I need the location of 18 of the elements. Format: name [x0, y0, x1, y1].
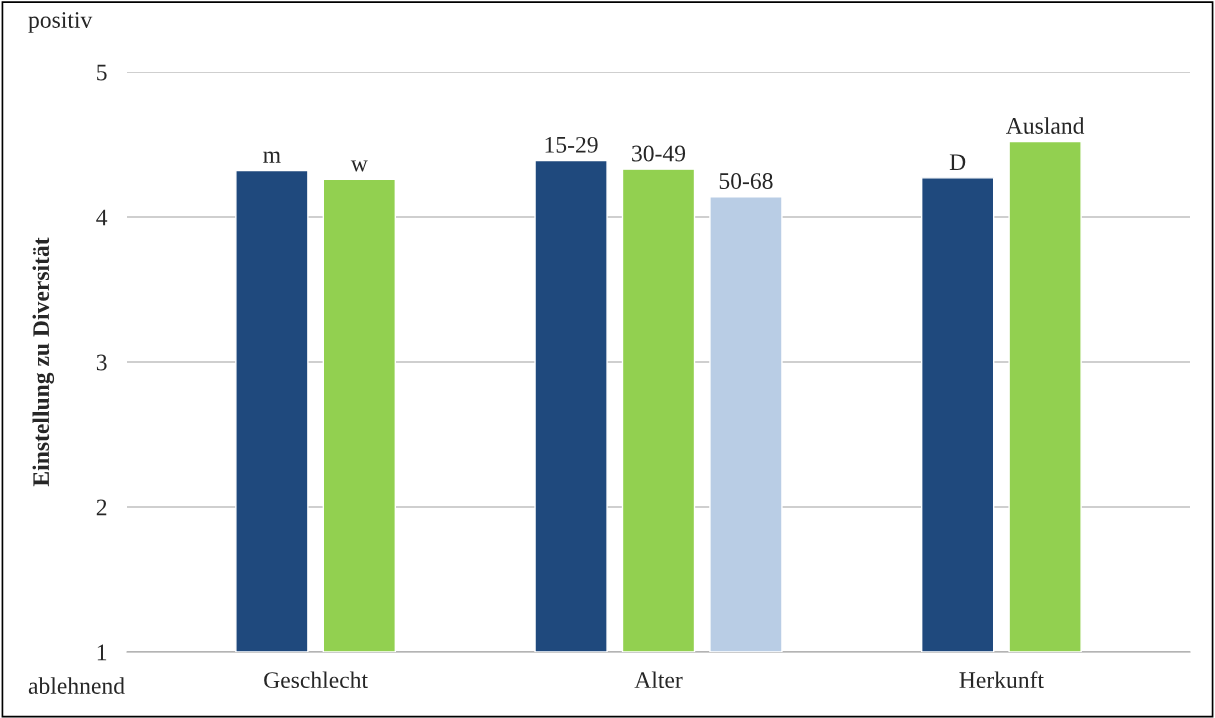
data-label: D	[949, 154, 966, 170]
data-label: Ausland	[1006, 117, 1085, 134]
y-axis-title: Einstellung zu Diversität	[32, 237, 55, 487]
data-label: 15-29	[545, 136, 598, 153]
x-tick-label: Alter	[634, 671, 683, 689]
y-tick-label: 4	[96, 209, 108, 226]
x-tick-label: Geschlecht	[264, 671, 368, 689]
y-tick-label: 3	[96, 354, 107, 371]
text: positiv	[28, 12, 93, 33]
data-label: 50-68	[719, 173, 773, 189]
data-label: m	[263, 151, 281, 163]
y-tick-label: 1	[97, 644, 107, 661]
data-label: 30-49	[632, 145, 686, 162]
y-tick-label: 5	[97, 64, 107, 81]
text: ablehnend	[28, 677, 125, 694]
x-tick-label: Herkunft	[959, 671, 1044, 689]
data-label: w	[350, 160, 368, 172]
y-tick-label: 2	[96, 499, 107, 516]
